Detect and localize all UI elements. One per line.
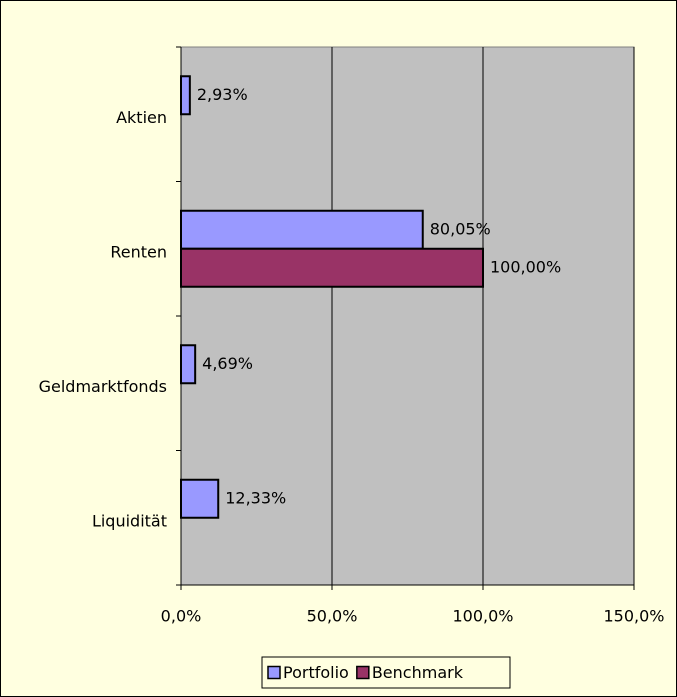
- legend-box: [261, 656, 511, 689]
- legend-label: Portfolio: [283, 663, 349, 682]
- y-tick-label: Liquidität: [92, 511, 167, 530]
- bar: [180, 75, 191, 116]
- data-label: 12,33%: [225, 488, 286, 507]
- x-tick-label: 0,0%: [161, 607, 202, 626]
- y-tick-label: Renten: [110, 242, 167, 261]
- x-tick-label: 100,0%: [452, 607, 513, 626]
- bar: [180, 247, 484, 288]
- x-tick-label: 50,0%: [307, 607, 358, 626]
- bar: [180, 209, 424, 250]
- data-label: 2,93%: [197, 85, 248, 104]
- bar: [180, 344, 197, 385]
- y-tick-label: Aktien: [116, 108, 167, 127]
- y-tick-label: Geldmarktfonds: [39, 377, 167, 396]
- data-label: 80,05%: [430, 219, 491, 238]
- bar: [180, 478, 220, 519]
- x-tick-label: 150,0%: [603, 607, 664, 626]
- data-label: 4,69%: [202, 354, 253, 373]
- plot-area: [180, 46, 635, 586]
- data-label: 100,00%: [490, 257, 561, 276]
- legend-swatch: [356, 665, 370, 680]
- legend-swatch: [267, 665, 281, 680]
- legend-label: Benchmark: [372, 663, 464, 682]
